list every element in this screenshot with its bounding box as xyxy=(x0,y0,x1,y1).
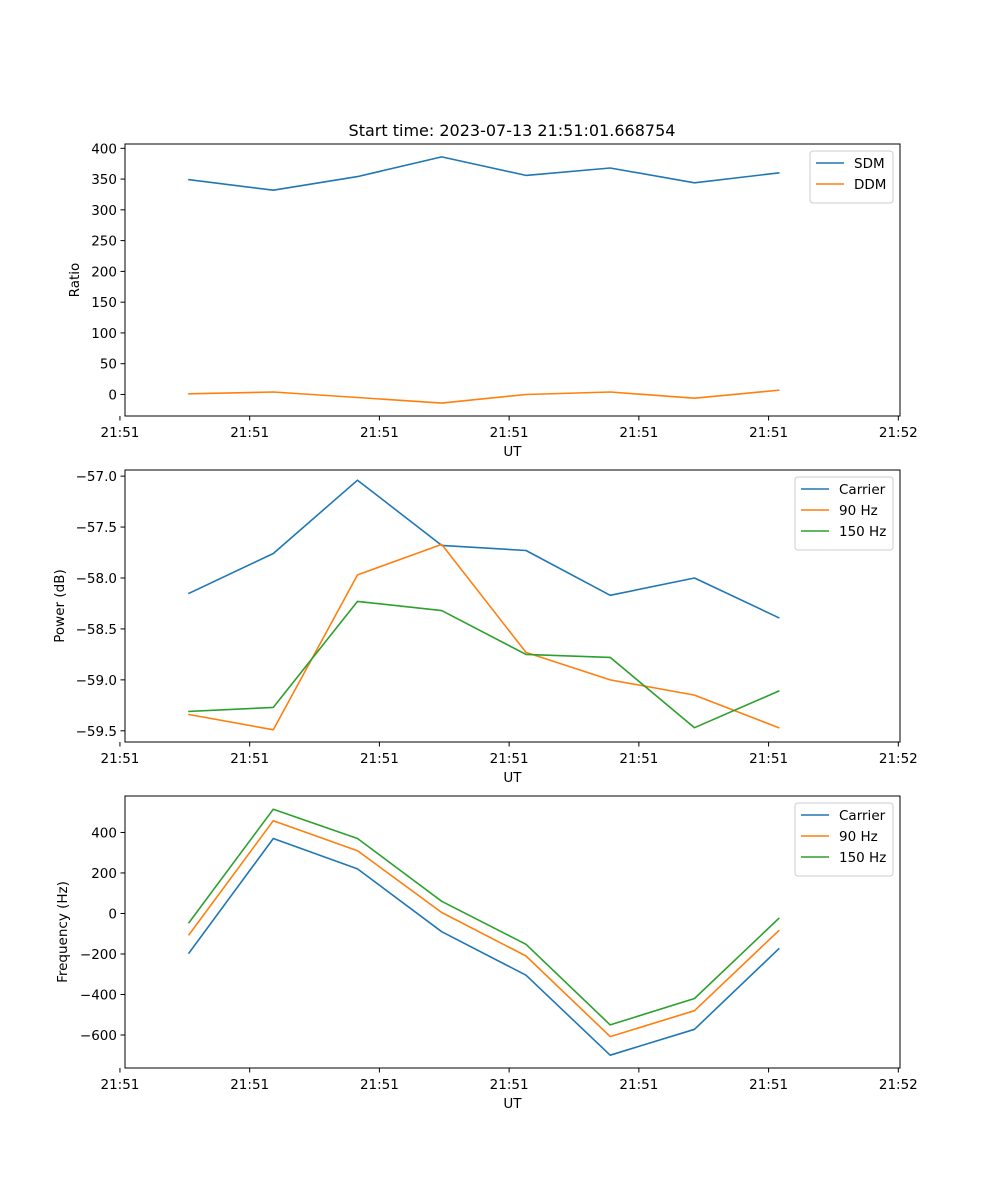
x-tick-label: 21:51 xyxy=(360,1077,399,1093)
x-tick-label: 21:51 xyxy=(619,425,658,441)
y-tick-label: −59.5 xyxy=(76,724,117,740)
y-tick-label: 0 xyxy=(108,387,117,403)
x-tick-label: 21:51 xyxy=(490,751,529,767)
y-tick-label: −58.0 xyxy=(76,571,117,587)
legend-label: 150 Hz xyxy=(839,850,886,866)
x-tick-label: 21:52 xyxy=(879,425,918,441)
series-line-90-hz xyxy=(187,819,780,1038)
y-tick-label: 100 xyxy=(91,326,117,342)
x-axis-label: UT xyxy=(503,444,522,460)
series-line-90-hz xyxy=(188,543,780,731)
x-tick-label: 21:51 xyxy=(100,1077,139,1093)
series-line-150-hz xyxy=(187,808,780,1026)
x-tick-label: 21:51 xyxy=(619,1077,658,1093)
y-tick-label: −200 xyxy=(80,947,117,963)
y-tick-label: 400 xyxy=(91,825,117,841)
y-axis-label: Power (dB) xyxy=(52,569,68,642)
y-tick-label: 50 xyxy=(100,357,117,373)
y-tick-label: 350 xyxy=(91,172,117,188)
x-tick-label: 21:51 xyxy=(230,1077,269,1093)
y-axis-label: Ratio xyxy=(67,263,83,298)
axes-frame xyxy=(124,469,901,743)
legend-label: 150 Hz xyxy=(839,524,886,540)
y-axis-label: Frequency (Hz) xyxy=(55,881,71,983)
x-tick-label: 21:51 xyxy=(749,751,788,767)
y-tick-label: −400 xyxy=(80,987,117,1003)
y-tick-label: 200 xyxy=(91,866,117,882)
x-tick-label: 21:51 xyxy=(230,425,269,441)
power-panel: 21:51 21:51 21:51 21:51 21:51 21:51 21:52 −59.5… xyxy=(52,469,918,786)
x-tick-label: 21:51 xyxy=(100,425,139,441)
legend-box xyxy=(809,150,894,204)
figure-title: Start time: 2023-07-13 21:51:01.668754 xyxy=(349,121,676,140)
y-tick-label: −59.0 xyxy=(76,673,117,689)
legend-label: 90 Hz xyxy=(839,829,878,845)
x-tick-label: 21:51 xyxy=(490,425,529,441)
series-line-ddm xyxy=(188,389,780,404)
ratio-panel: 21:51 21:51 21:51 21:51 21:51 21:51 21:52 0 50 10… xyxy=(67,141,918,460)
legend-label: SDM xyxy=(854,156,885,172)
y-tick-label: 250 xyxy=(91,234,117,250)
series-line-carrier xyxy=(187,479,780,619)
y-tick-label: −57.5 xyxy=(76,520,117,536)
x-tick-label: 21:51 xyxy=(230,751,269,767)
frequency-panel: 21:51 21:51 21:51 21:51 21:51 21:51 21:52 −600 −… xyxy=(55,795,918,1112)
x-tick-label: 21:52 xyxy=(879,1077,918,1093)
x-tick-label: 21:51 xyxy=(749,425,788,441)
y-tick-label: 300 xyxy=(91,203,117,219)
y-tick-label: −600 xyxy=(80,1028,117,1044)
x-tick-label: 21:51 xyxy=(490,1077,529,1093)
x-tick-label: 21:51 xyxy=(360,425,399,441)
legend-label: Carrier xyxy=(839,482,886,498)
y-tick-label: −58.5 xyxy=(76,622,117,638)
legend-label: Carrier xyxy=(839,808,886,824)
x-tick-label: 21:51 xyxy=(619,751,658,767)
series-line-150-hz xyxy=(188,600,780,729)
x-tick-label: 21:52 xyxy=(879,751,918,767)
series-line-carrier xyxy=(187,837,780,1056)
y-tick-label: −57.0 xyxy=(76,469,117,485)
axes-frame xyxy=(124,795,901,1069)
y-tick-label: 0 xyxy=(108,906,117,922)
y-tick-label: 200 xyxy=(91,264,117,280)
axes-frame xyxy=(124,143,901,417)
x-axis-label: UT xyxy=(503,770,522,786)
legend-label: 90 Hz xyxy=(839,503,878,519)
x-tick-label: 21:51 xyxy=(100,751,139,767)
x-tick-label: 21:51 xyxy=(360,751,399,767)
legend-label: DDM xyxy=(854,177,886,193)
x-tick-label: 21:51 xyxy=(749,1077,788,1093)
y-tick-label: 400 xyxy=(91,141,117,157)
y-tick-label: 150 xyxy=(91,295,117,311)
series-line-sdm xyxy=(188,156,780,191)
x-axis-label: UT xyxy=(503,1096,522,1112)
